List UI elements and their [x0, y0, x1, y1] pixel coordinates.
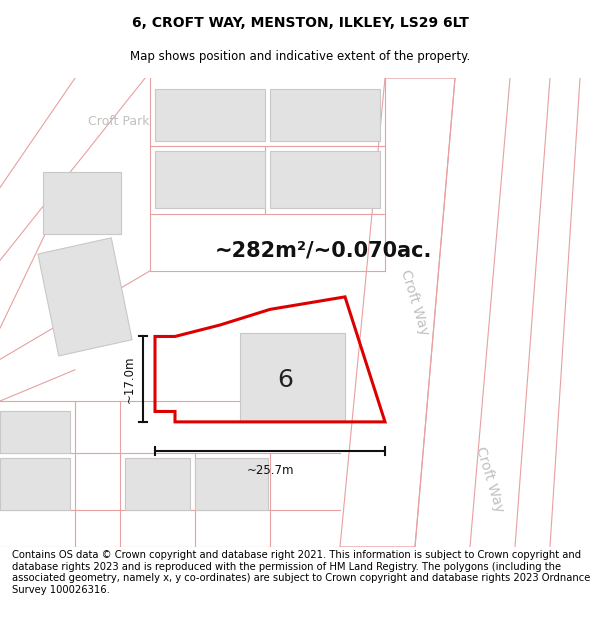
Polygon shape	[270, 151, 380, 208]
Text: Contains OS data © Crown copyright and database right 2021. This information is : Contains OS data © Crown copyright and d…	[12, 550, 590, 595]
Polygon shape	[155, 89, 265, 141]
Polygon shape	[155, 151, 265, 208]
Text: Map shows position and indicative extent of the property.: Map shows position and indicative extent…	[130, 49, 470, 62]
Polygon shape	[0, 458, 70, 511]
Text: ~25.7m: ~25.7m	[246, 464, 294, 476]
Text: ~17.0m: ~17.0m	[123, 356, 136, 403]
Text: 6, CROFT WAY, MENSTON, ILKLEY, LS29 6LT: 6, CROFT WAY, MENSTON, ILKLEY, LS29 6LT	[131, 16, 469, 30]
Polygon shape	[240, 333, 345, 422]
Polygon shape	[125, 458, 190, 511]
Text: 6: 6	[277, 368, 293, 392]
Polygon shape	[270, 89, 380, 141]
Polygon shape	[38, 238, 132, 356]
Text: Croft Way: Croft Way	[398, 268, 431, 337]
Polygon shape	[195, 458, 268, 511]
Text: ~282m²/~0.070ac.: ~282m²/~0.070ac.	[215, 240, 433, 260]
Polygon shape	[340, 78, 455, 547]
Text: Croft Way: Croft Way	[473, 444, 506, 514]
Polygon shape	[0, 411, 70, 453]
Text: Croft Park: Croft Park	[88, 116, 149, 128]
Polygon shape	[43, 172, 121, 234]
